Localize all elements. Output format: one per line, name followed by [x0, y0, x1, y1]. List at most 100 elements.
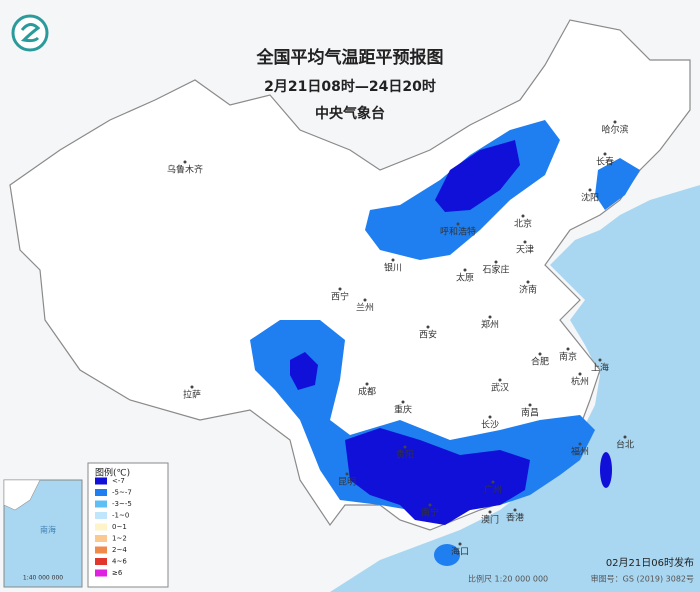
city-dot [365, 382, 369, 386]
city-label: 澳门 [481, 514, 499, 526]
city-label: 合肥 [531, 356, 549, 368]
city-dot [538, 352, 542, 356]
city-label: 上海 [591, 362, 609, 374]
city-label: 南宁 [421, 507, 439, 519]
legend-swatch [95, 500, 107, 508]
legend-label: 4~6 [112, 558, 127, 566]
city-dot [401, 400, 405, 404]
inset-land [3, 479, 41, 511]
agency: 中央气象台 [315, 105, 385, 122]
map-number: 审图号：GS (2019) 3082号 [591, 574, 694, 584]
city-label: 银川 [384, 262, 402, 274]
legend-swatch [95, 477, 107, 485]
city-dot [528, 403, 532, 407]
title: 全国平均气温距平预报图 [256, 47, 444, 68]
city-dot [566, 347, 570, 351]
issued: 02月21日06时发布 [606, 556, 694, 569]
city-label: 兰州 [356, 302, 374, 314]
legend-label: -1~0 [112, 512, 129, 520]
city-dot [613, 120, 617, 124]
city-label: 郑州 [481, 319, 499, 331]
city-label: 昆明 [338, 477, 356, 488]
sea [330, 185, 700, 592]
anomaly-region [345, 428, 530, 525]
city-dot [183, 160, 187, 164]
legend-label: <-7 [112, 477, 125, 485]
city-label: 长春 [596, 156, 614, 168]
legend-swatch [95, 523, 107, 531]
city-label: 重庆 [394, 404, 412, 416]
city-dot [578, 372, 582, 376]
city-label: 香港 [506, 512, 524, 524]
city-dot [523, 240, 527, 244]
legend-swatch [95, 569, 107, 577]
legend-title: 图例(℃) [95, 467, 130, 479]
city-label: 哈尔滨 [601, 124, 628, 136]
city-dot [463, 268, 467, 272]
legend-label: -5~-7 [112, 489, 132, 497]
city-dot [403, 445, 407, 449]
city-dot [458, 542, 462, 546]
city-dot [456, 222, 460, 226]
city-label: 武汉 [491, 382, 509, 394]
city-dot [428, 503, 432, 507]
city-dot [598, 358, 602, 362]
city-dot [526, 280, 530, 284]
city-label: 南京 [559, 351, 577, 363]
city-dot [488, 415, 492, 419]
anomaly-region [600, 452, 612, 488]
city-label: 天津 [516, 245, 534, 256]
city-dot [491, 480, 495, 484]
city-dot [488, 315, 492, 319]
city-label: 福州 [571, 446, 589, 458]
city-label: 成都 [358, 386, 376, 398]
city-label: 海口 [451, 546, 469, 558]
city-label: 南昌 [521, 407, 539, 419]
city-dot [603, 152, 607, 156]
inset-sea-label: 南海 [40, 525, 56, 535]
city-dot [588, 188, 592, 192]
city-label: 西安 [419, 329, 437, 341]
city-label: 贵阳 [396, 449, 414, 461]
legend-swatch [95, 512, 107, 519]
legend-swatch [95, 558, 107, 565]
legend-label: ≥6 [112, 569, 123, 577]
city-label: 西宁 [331, 291, 349, 303]
anomaly-region [595, 158, 640, 210]
city-label: 石家庄 [482, 264, 509, 276]
city-label: 呼和浩特 [440, 226, 476, 238]
city-label: 广州 [484, 484, 502, 496]
city-dot [488, 510, 492, 514]
city-label: 济南 [519, 284, 537, 296]
city-label: 拉萨 [183, 389, 201, 401]
city-dot [426, 325, 430, 329]
city-dot [521, 214, 525, 218]
city-label: 太原 [456, 272, 474, 284]
legend-label: 0~1 [112, 523, 127, 531]
city-dot [623, 435, 627, 439]
city-label: 杭州 [571, 376, 589, 388]
city-label: 北京 [514, 218, 532, 230]
city-dot [513, 508, 517, 512]
legend-label: 1~2 [112, 535, 127, 543]
city-dot [345, 472, 349, 476]
city-label: 长沙 [481, 419, 499, 431]
legend-swatch [95, 546, 107, 554]
logo-mark [20, 23, 41, 43]
city-dot [363, 298, 367, 302]
legend-swatch [95, 535, 107, 542]
city-dot [578, 442, 582, 446]
city-dot [338, 287, 342, 291]
city-label: 乌鲁木齐 [167, 164, 203, 176]
legend-label: 2~4 [112, 546, 127, 554]
anomaly-region [434, 544, 460, 566]
scale: 比例尺 1:20 000 000 [468, 574, 548, 584]
legend-label: -3~-5 [112, 500, 132, 508]
anomaly-region [290, 352, 318, 390]
city-dot [498, 378, 502, 382]
city-dot [494, 260, 498, 264]
city-dot [190, 385, 194, 389]
anomaly-region [435, 140, 520, 212]
city-dot [391, 258, 395, 262]
